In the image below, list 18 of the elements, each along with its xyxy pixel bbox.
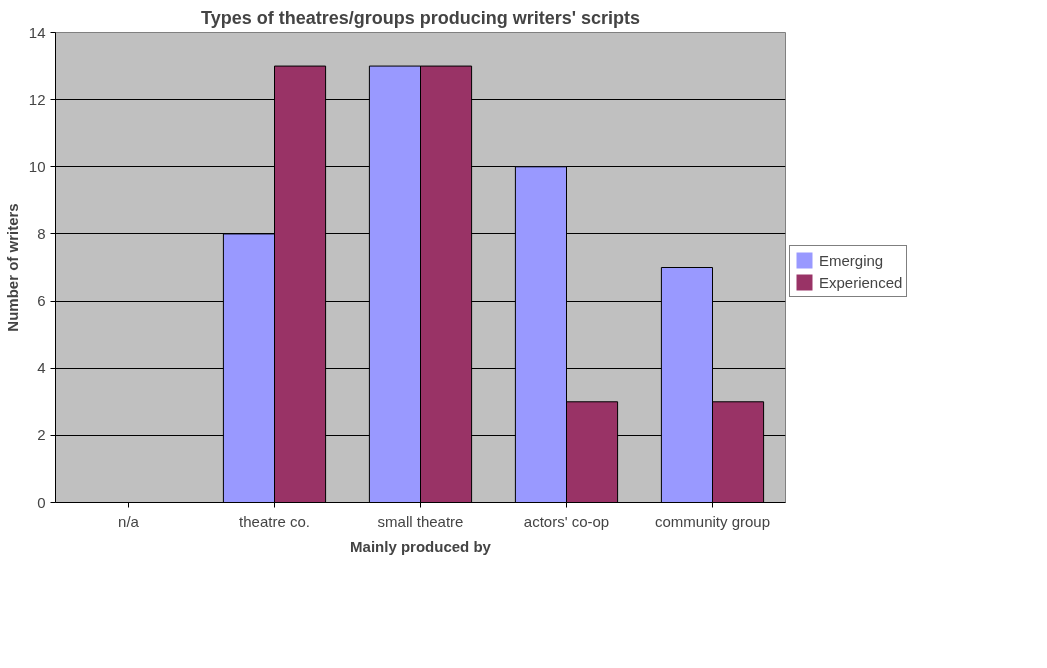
x-axis-title: Mainly produced by xyxy=(350,537,492,555)
y-tick-label: 6 xyxy=(37,292,46,310)
y-tick-label: 2 xyxy=(37,426,46,444)
y-axis-title: Number of writers xyxy=(3,203,21,332)
y-tick-label: 14 xyxy=(28,23,46,41)
legend-label: Experienced xyxy=(819,273,903,291)
x-tick-label: community group xyxy=(654,512,771,530)
y-tick-label: 10 xyxy=(28,157,46,175)
x-tick-label: small theatre xyxy=(377,512,464,530)
x-tick-label: theatre co. xyxy=(239,512,310,530)
x-tick-label: n/a xyxy=(118,512,140,530)
y-tick-label: 0 xyxy=(37,493,46,511)
y-tick-label: 12 xyxy=(28,90,46,108)
x-tick-label: actors' co-op xyxy=(523,512,610,530)
y-tick-label: 8 xyxy=(37,224,46,242)
chart-title: Types of theatres/groups producing writers' scripts xyxy=(200,7,641,28)
y-tick-label: 4 xyxy=(37,359,46,377)
legend-label: Emerging xyxy=(819,251,884,269)
